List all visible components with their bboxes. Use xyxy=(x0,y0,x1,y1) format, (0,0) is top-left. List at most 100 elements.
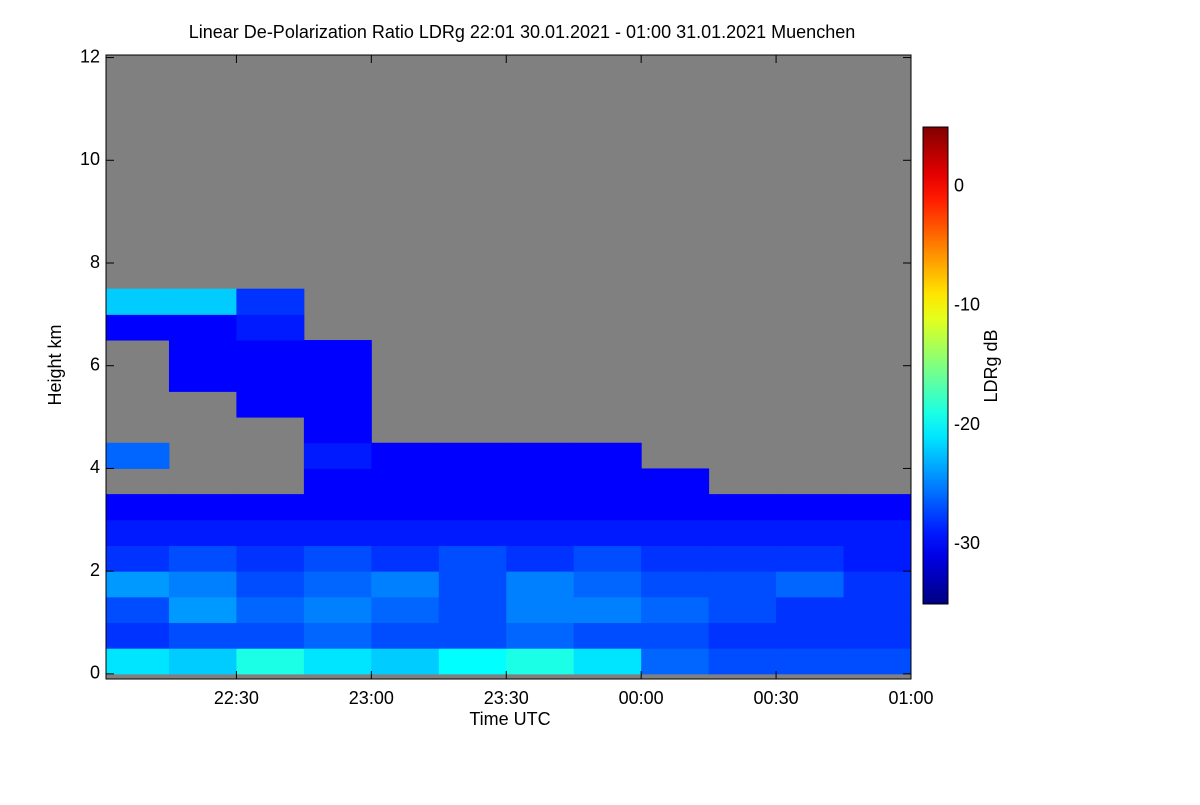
colorbar-title: LDRg dB xyxy=(981,329,1001,402)
heatmap-cell xyxy=(708,622,777,649)
heatmap-cell xyxy=(303,648,372,675)
heatmap-cell xyxy=(573,545,642,572)
heatmap-cell xyxy=(236,519,305,546)
heatmap-cell xyxy=(303,494,372,521)
heatmap-cell xyxy=(506,519,575,546)
heatmap-cell xyxy=(438,519,507,546)
heatmap-cell xyxy=(303,571,372,598)
heatmap-cell xyxy=(708,545,777,572)
heatmap-cell xyxy=(168,571,237,598)
heatmap-cell xyxy=(843,596,911,624)
heatmap-cell xyxy=(371,442,440,469)
heatmap-cell xyxy=(708,596,777,624)
heatmap-cell xyxy=(573,648,642,675)
heatmap-cell xyxy=(106,519,170,546)
heatmap-cell xyxy=(641,494,710,521)
heatmap-cell xyxy=(106,442,170,469)
heatmap-cell xyxy=(371,571,440,598)
heatmap-cell xyxy=(506,468,575,495)
heatmap-cell xyxy=(573,468,642,495)
heatmap-cell xyxy=(236,288,305,315)
heatmap-cell xyxy=(641,648,710,675)
x-tick-label: 23:30 xyxy=(484,688,529,708)
x-tick-label: 00:00 xyxy=(619,688,664,708)
heatmap-cell xyxy=(168,340,237,367)
heatmap-cell xyxy=(236,391,305,418)
heatmap-cell xyxy=(106,571,170,598)
heatmap-cell xyxy=(371,648,440,675)
y-tick-label: 0 xyxy=(90,663,100,683)
heatmap-cell xyxy=(506,648,575,675)
heatmap-cell xyxy=(106,494,170,521)
heatmap-cell xyxy=(573,519,642,546)
heatmap-cell xyxy=(641,596,710,624)
heatmap-cell xyxy=(106,596,170,624)
chart-title: Linear De-Polarization Ratio LDRg 22:01 … xyxy=(189,22,855,42)
heatmap-cell xyxy=(573,622,642,649)
heatmap-cell xyxy=(438,468,507,495)
heatmap-cell xyxy=(506,596,575,624)
heatmap-cell xyxy=(641,622,710,649)
heatmap-cell xyxy=(776,622,845,649)
heatmap-cell xyxy=(438,494,507,521)
heatmap-cell xyxy=(641,519,710,546)
heatmap-cell xyxy=(843,571,911,598)
heatmap-cell xyxy=(303,545,372,572)
heatmap-cell xyxy=(776,494,845,521)
heatmap-cell xyxy=(168,314,237,341)
heatmap-cell xyxy=(303,340,372,367)
heatmap-cell xyxy=(236,648,305,675)
heatmap-cell xyxy=(371,494,440,521)
heatmap-cell xyxy=(843,648,911,675)
y-tick-label: 8 xyxy=(90,252,100,272)
heatmap-cell xyxy=(506,494,575,521)
heatmap-cell xyxy=(303,596,372,624)
heatmap-cell xyxy=(573,494,642,521)
heatmap-cell xyxy=(371,545,440,572)
heatmap-cell xyxy=(438,596,507,624)
heatmap-cell xyxy=(371,622,440,649)
heatmap-cell xyxy=(843,622,911,649)
heatmap-cell xyxy=(776,571,845,598)
heatmap-cell xyxy=(641,545,710,572)
heatmap-cell xyxy=(236,571,305,598)
heatmap-cell xyxy=(438,648,507,675)
heatmap-cell xyxy=(371,596,440,624)
heatmap-cell xyxy=(236,314,305,341)
heatmap-cell xyxy=(438,545,507,572)
heatmap-cell xyxy=(106,314,170,341)
x-tick-label: 22:30 xyxy=(214,688,259,708)
heatmap-cell xyxy=(236,596,305,624)
heatmap-cell xyxy=(708,648,777,675)
heatmap-cell xyxy=(573,571,642,598)
heatmap-cell xyxy=(776,545,845,572)
heatmap-cell xyxy=(106,622,170,649)
heatmap-cell xyxy=(708,494,777,521)
heatmap-cell xyxy=(371,468,440,495)
heatmap-cell xyxy=(506,622,575,649)
x-tick-label: 01:00 xyxy=(888,688,933,708)
heatmap-cell xyxy=(776,648,845,675)
heatmap-cell xyxy=(641,571,710,598)
colorbar xyxy=(922,126,949,605)
heatmap-cell xyxy=(438,622,507,649)
heatmap-cell xyxy=(708,571,777,598)
heatmap-cell xyxy=(573,596,642,624)
heatmap-cell xyxy=(506,571,575,598)
heatmap-cell xyxy=(236,545,305,572)
heatmap-cell xyxy=(106,648,170,675)
heatmap-cell xyxy=(236,340,305,367)
heatmap-cell xyxy=(168,519,237,546)
heatmap-cell xyxy=(236,365,305,392)
heatmap-cell xyxy=(168,288,237,315)
heatmap-cell xyxy=(168,545,237,572)
heatmap-cell xyxy=(776,519,845,546)
heatmap-cell xyxy=(106,288,170,315)
heatmap-cell xyxy=(708,519,777,546)
y-tick-label: 10 xyxy=(80,149,100,169)
y-tick-label: 6 xyxy=(90,354,100,374)
heatmap-cell xyxy=(303,391,372,418)
heatmap-cell xyxy=(843,545,911,572)
x-tick-label: 23:00 xyxy=(349,688,394,708)
